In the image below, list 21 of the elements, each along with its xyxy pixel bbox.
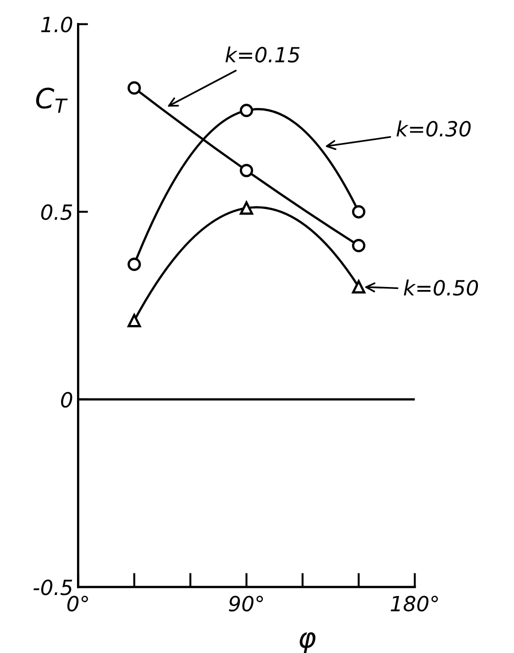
- point: [240, 104, 254, 118]
- y-tick-label: 1.0: [41, 16, 72, 32]
- x-tick-label: 90°: [228, 596, 263, 612]
- point: [128, 258, 141, 271]
- legend-label: k=0.30: [396, 120, 471, 137]
- legend-label: k=0.50: [404, 280, 478, 296]
- y-tick-label: 0.5: [41, 204, 72, 220]
- point: [240, 201, 254, 215]
- point: [352, 205, 366, 218]
- point: [128, 81, 141, 95]
- point: [352, 280, 366, 294]
- y-tick-label: -0.5: [34, 580, 72, 596]
- x-tick-label: 0°: [67, 596, 88, 612]
- point: [240, 164, 254, 178]
- point: [352, 238, 366, 252]
- point: [128, 314, 141, 328]
- y-axis-title: C$_{T}$: [36, 88, 68, 113]
- text: k=0.15: [226, 46, 300, 63]
- y-tick-label: 0: [61, 392, 72, 408]
- x-axis-title: φ: [300, 632, 316, 653]
- x-tick-label: 180°: [390, 596, 438, 612]
